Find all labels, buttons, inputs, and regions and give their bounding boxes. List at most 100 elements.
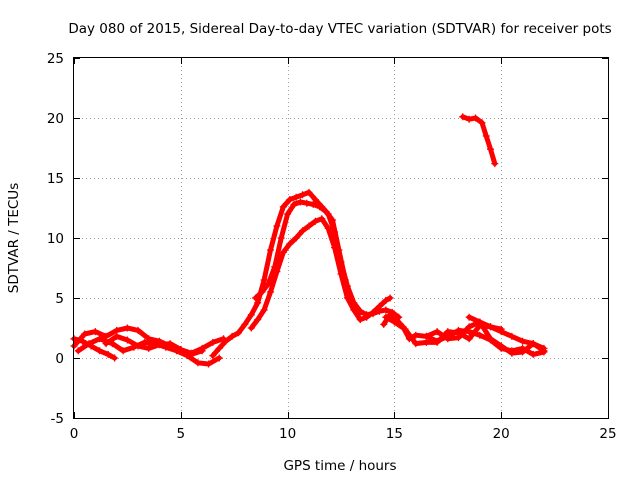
data-point	[215, 354, 223, 362]
data-point	[267, 246, 275, 254]
axis-ticks: 0 5 10 15 20 25 -5 0 5 10 15 20 25	[47, 51, 617, 442]
data-point	[305, 188, 313, 196]
data-point	[497, 342, 505, 350]
data-point	[412, 331, 420, 339]
x-tick-label: 10	[279, 426, 296, 442]
data-point	[412, 340, 420, 348]
data-point	[292, 234, 300, 242]
data-point	[341, 276, 349, 284]
data-point	[96, 347, 104, 355]
series-trace	[460, 114, 498, 167]
series-track-k	[465, 313, 548, 352]
data-point	[252, 294, 260, 302]
data-point	[316, 203, 324, 211]
data-point	[487, 323, 495, 331]
data-point	[123, 336, 131, 344]
data-point	[264, 280, 272, 288]
data-point	[311, 217, 319, 225]
grid	[74, 58, 608, 418]
series-track-f	[247, 215, 394, 332]
data-point	[476, 331, 484, 339]
data-point	[444, 328, 452, 336]
series-trace	[423, 319, 547, 356]
data-point	[87, 342, 95, 350]
data-point	[258, 288, 266, 296]
data-point	[386, 294, 394, 302]
data-point	[241, 320, 249, 328]
data-point	[166, 340, 174, 348]
data-point	[422, 332, 430, 340]
data-point	[465, 323, 473, 331]
data-point	[123, 324, 131, 332]
data-point	[433, 328, 441, 336]
data-point	[177, 346, 185, 354]
data-point	[465, 335, 473, 343]
data-point	[482, 132, 490, 140]
data-point	[519, 337, 527, 345]
series-track-g	[252, 198, 362, 319]
data-point	[508, 349, 516, 357]
data-point	[305, 222, 313, 230]
data-point	[324, 224, 332, 232]
data-point	[205, 360, 213, 368]
data-point	[187, 349, 195, 357]
y-tick-label: -5	[51, 411, 64, 427]
series-track-l	[459, 113, 499, 168]
chart-title: Day 080 of 2015, Sidereal Day-to-day VTE…	[68, 21, 611, 37]
data-point	[215, 344, 223, 352]
data-point	[465, 115, 473, 123]
data-point	[529, 350, 537, 358]
y-tick-label: 15	[47, 171, 64, 187]
data-point	[113, 326, 121, 334]
data-point	[279, 248, 287, 256]
data-point	[134, 326, 142, 334]
data-point	[497, 328, 505, 336]
x-tick-label: 20	[493, 426, 510, 442]
data-point	[194, 359, 202, 367]
data-point	[303, 199, 311, 207]
data-point	[472, 114, 480, 122]
plot-frame	[73, 57, 609, 419]
x-tick-label: 5	[177, 426, 186, 442]
series-track-d	[102, 332, 228, 357]
data-point	[478, 119, 486, 127]
data-point	[309, 200, 317, 208]
data-point	[465, 313, 473, 321]
data-point	[155, 341, 163, 349]
data-point	[444, 335, 452, 343]
data-point	[401, 325, 409, 333]
data-point	[260, 306, 268, 314]
data-point	[369, 308, 377, 316]
data-point	[318, 215, 326, 223]
data-point	[209, 338, 217, 346]
data-point	[296, 198, 304, 206]
data-point	[198, 344, 206, 352]
data-point	[284, 210, 292, 218]
data-point	[487, 335, 495, 343]
data-point	[228, 332, 236, 340]
data-point	[422, 338, 430, 346]
data-point	[487, 145, 495, 153]
data-point	[290, 200, 298, 208]
data-point	[279, 203, 287, 211]
data-point	[91, 328, 99, 336]
data-point	[356, 316, 364, 324]
x-tick-label: 15	[386, 426, 403, 442]
data-point	[354, 311, 362, 319]
data-point	[267, 288, 275, 296]
data-point	[380, 320, 388, 328]
y-tick-label: 0	[55, 351, 64, 367]
data-point	[113, 332, 121, 340]
data-point	[102, 340, 110, 348]
data-point	[286, 240, 294, 248]
data-point	[260, 276, 268, 284]
data-point	[519, 348, 527, 356]
data-point	[145, 344, 153, 352]
data-point	[328, 216, 336, 224]
data-point	[335, 246, 343, 254]
data-point	[433, 338, 441, 346]
data-point	[140, 338, 148, 346]
y-axis-label: SDTVAR / TECUs	[6, 183, 22, 293]
data-point	[363, 313, 371, 321]
data-point	[382, 313, 390, 321]
